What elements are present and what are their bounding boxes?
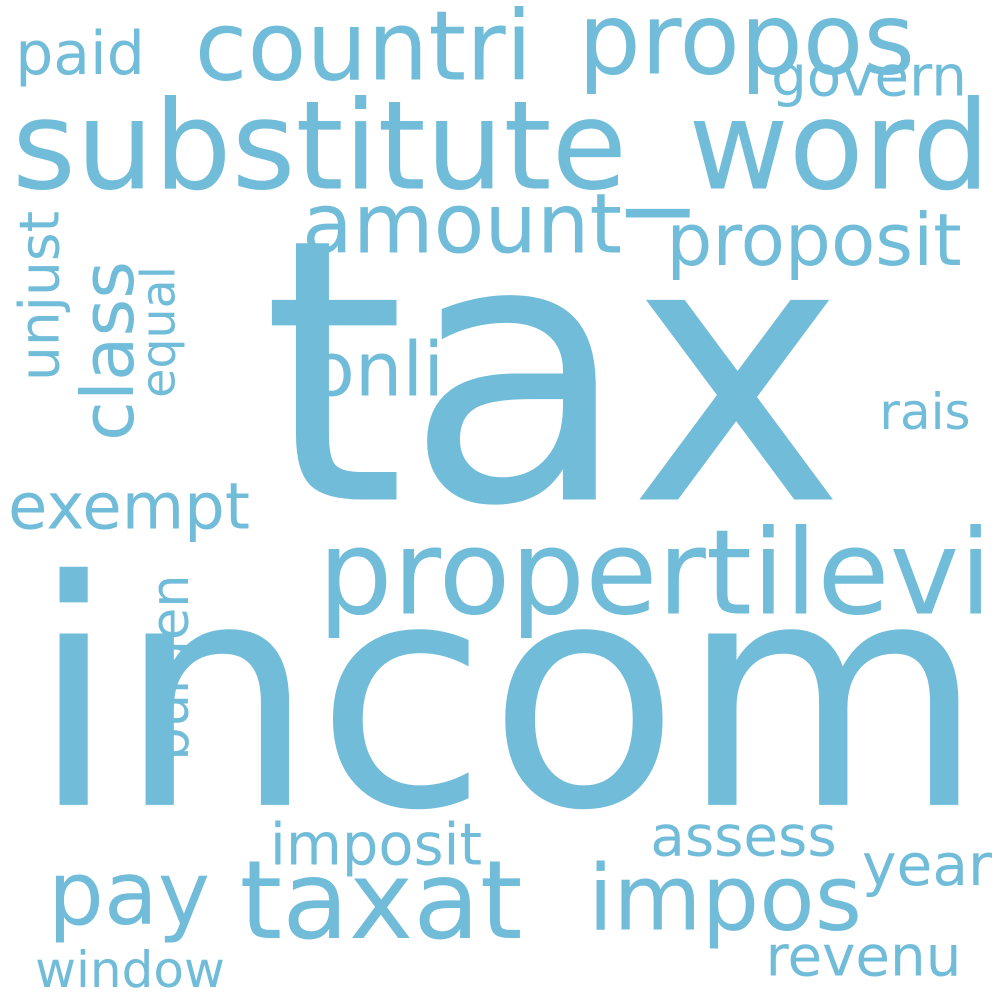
word-incom: incom bbox=[30, 513, 985, 879]
word-tax: tax bbox=[262, 161, 845, 587]
word-taxat: taxat bbox=[239, 837, 523, 965]
word-exempt: exempt bbox=[8, 470, 250, 545]
word-paid: paid bbox=[15, 19, 145, 89]
word-unjust: unjust bbox=[7, 210, 72, 382]
word-impos: impos bbox=[588, 846, 862, 952]
word-burden: burden bbox=[139, 574, 201, 761]
word-propertilevi: propertilevi bbox=[318, 504, 992, 642]
word-window: window bbox=[35, 941, 225, 999]
word-equal: equal bbox=[131, 266, 187, 398]
word-rais: rais bbox=[879, 383, 971, 441]
word-pay: pay bbox=[48, 841, 210, 945]
word-onli: onli bbox=[308, 325, 445, 414]
word-proposit: proposit bbox=[666, 198, 962, 283]
word-propos: propos bbox=[578, 0, 915, 98]
word-revenu: revenu bbox=[765, 924, 962, 990]
word-assess: assess bbox=[650, 804, 837, 870]
word-countri: countri bbox=[194, 0, 533, 103]
word-year: year bbox=[862, 830, 992, 899]
word-govern: govern bbox=[771, 44, 967, 110]
word-amount: amount bbox=[302, 175, 622, 273]
word-imposit: imposit bbox=[269, 811, 483, 879]
word-substitute-word: substitute_word bbox=[12, 74, 990, 218]
